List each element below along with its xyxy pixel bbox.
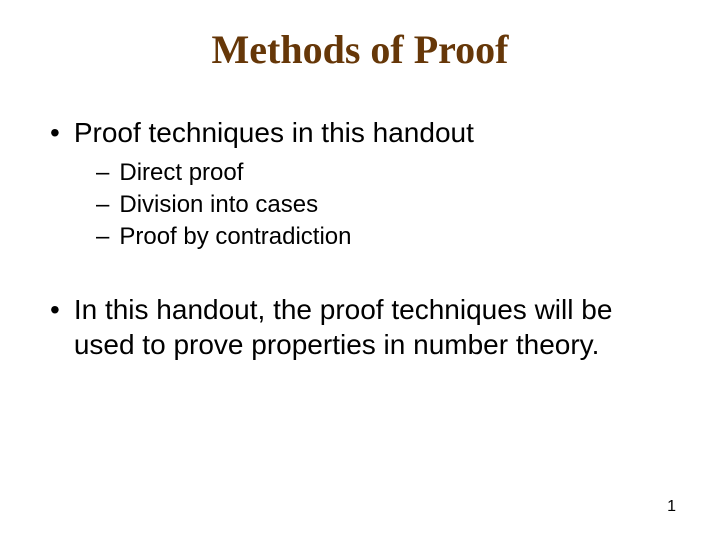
bullet-text: Proof techniques in this handout — [74, 115, 474, 150]
bullet-dash-icon: – — [96, 158, 109, 188]
bullet-dash-icon: – — [96, 222, 109, 252]
bullet-level2: – Division into cases — [96, 190, 680, 220]
bullet-dot-icon: • — [50, 292, 60, 327]
slide-title: Methods of Proof — [40, 26, 680, 73]
bullet-level1: • Proof techniques in this handout — [50, 115, 680, 150]
spacer — [40, 254, 680, 292]
bullet-text: Direct proof — [119, 158, 243, 188]
slide: Methods of Proof • Proof techniques in t… — [0, 0, 720, 540]
bullet-level2: – Direct proof — [96, 158, 680, 188]
bullet-level2: – Proof by contradiction — [96, 222, 680, 252]
bullet-dash-icon: – — [96, 190, 109, 220]
bullet-text: Division into cases — [119, 190, 318, 220]
bullet-dot-icon: • — [50, 115, 60, 150]
page-number: 1 — [667, 498, 676, 516]
bullet-text: Proof by contradiction — [119, 222, 351, 252]
bullet-level1: • In this handout, the proof techniques … — [50, 292, 680, 362]
bullet-text: In this handout, the proof techniques wi… — [74, 292, 680, 362]
